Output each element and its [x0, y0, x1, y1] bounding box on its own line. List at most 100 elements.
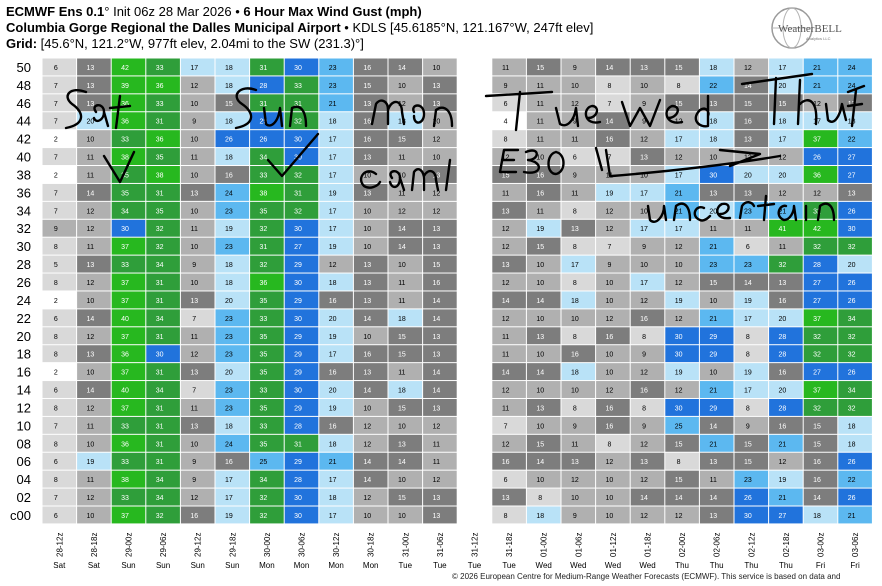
cell-value: 10 [363, 405, 371, 412]
heatmap-cell [803, 470, 838, 488]
cell-value: 15 [675, 477, 683, 484]
heatmap-cell [665, 381, 699, 398]
cell-value: 18 [709, 65, 717, 72]
heatmap-cell [665, 148, 699, 166]
cell-value: 36 [813, 172, 821, 179]
heatmap-cell [319, 255, 353, 273]
cell-value: 32 [813, 244, 821, 251]
cell-value: 10 [87, 137, 95, 144]
cell-value: 9 [573, 172, 577, 179]
cell-value: 2 [54, 137, 58, 144]
heatmap-cell [111, 291, 146, 309]
cell-value: 6 [504, 477, 508, 484]
cell-value: 6 [54, 459, 58, 466]
cell-value: 12 [675, 388, 683, 395]
heatmap-cell [561, 434, 596, 452]
heatmap-cell [526, 237, 561, 255]
heatmap-cell [492, 219, 526, 237]
heatmap-cell [630, 76, 665, 94]
heatmap-cell [353, 76, 388, 94]
cell-value: 15 [675, 101, 683, 108]
cell-value: 18 [571, 370, 579, 377]
heatmap-cell [319, 273, 353, 291]
cell-value: 13 [433, 405, 441, 412]
cell-value: 8 [54, 280, 58, 287]
heatmap-cell [111, 345, 146, 363]
y-tick-label: 30 [17, 239, 31, 254]
x-tick-label: 29-06z [159, 533, 168, 557]
heatmap-cell [561, 273, 596, 291]
cell-value: 10 [363, 244, 371, 251]
heatmap-cell [111, 434, 146, 452]
cell-value: 29 [294, 370, 302, 377]
x-tick-label: 01-06z [574, 533, 583, 557]
heatmap-cell [319, 76, 353, 94]
heatmap-cell [146, 470, 180, 488]
cell-value: 14 [675, 495, 683, 502]
heatmap-cell [769, 130, 803, 148]
heatmap-cell [838, 237, 872, 255]
cell-value: 32 [779, 262, 787, 269]
day-label: Sun [121, 561, 135, 570]
heatmap-cell [803, 76, 838, 94]
heatmap-cell [388, 148, 423, 166]
heatmap-cell [284, 166, 319, 183]
y-tick-label: 46 [17, 96, 31, 111]
cell-value: 31 [156, 441, 164, 448]
heatmap-cell [319, 237, 353, 255]
heatmap-cell [838, 309, 872, 327]
cell-value: 16 [779, 298, 787, 305]
heatmap-cell [457, 130, 492, 148]
heatmap-cell [630, 506, 665, 524]
heatmap-cell [596, 345, 630, 363]
heatmap-cell [699, 291, 734, 309]
cell-value: 18 [398, 119, 406, 126]
day-label: Mon [328, 561, 344, 570]
heatmap-cell [699, 488, 734, 506]
heatmap-cell [284, 488, 319, 506]
heatmap-cell [180, 291, 215, 309]
heatmap-cell [665, 363, 699, 381]
cell-value: 15 [398, 495, 406, 502]
heatmap-cell [180, 76, 215, 94]
heatmap-cell [803, 112, 838, 130]
cell-value: 17 [675, 172, 683, 179]
cell-value: 18 [225, 155, 233, 162]
handwritten-checkmark-sun [266, 132, 320, 178]
cell-value: 33 [121, 423, 129, 430]
heatmap-cell [699, 148, 734, 166]
heatmap-cell [180, 327, 215, 345]
heatmap-cell [665, 434, 699, 452]
model-name: ECMWF Ens 0.1 [6, 4, 105, 19]
heatmap-cell [111, 309, 146, 327]
heatmap-cell [769, 327, 803, 345]
heatmap-cell [77, 166, 111, 183]
heatmap-cell [215, 470, 250, 488]
heatmap-cell [215, 345, 250, 363]
day-label: Sun [225, 561, 239, 570]
heatmap-cell [215, 416, 250, 434]
heatmap-cell [77, 398, 111, 416]
cell-value: 10 [571, 316, 579, 323]
heatmap-cell [526, 434, 561, 452]
heatmap-cell [215, 434, 250, 452]
heatmap-cell [250, 381, 284, 398]
heatmap-cell [803, 255, 838, 273]
heatmap-cell [42, 219, 77, 237]
heatmap-cell [146, 166, 180, 183]
cell-value: 13 [363, 190, 371, 197]
heatmap-cell [77, 273, 111, 291]
cell-value: 13 [848, 190, 856, 197]
cell-value: 17 [779, 65, 787, 72]
heatmap-cell [353, 416, 388, 434]
day-label: Mon [363, 561, 379, 570]
cell-value: 13 [398, 441, 406, 448]
cell-value: 33 [121, 459, 129, 466]
cell-value: 12 [675, 155, 683, 162]
cell-value: 34 [121, 208, 129, 215]
heatmap-cell [769, 416, 803, 434]
heatmap-cell [699, 434, 734, 452]
cell-value: 16 [571, 352, 579, 359]
cell-value: 9 [642, 244, 646, 251]
cell-value: 14 [536, 298, 544, 305]
